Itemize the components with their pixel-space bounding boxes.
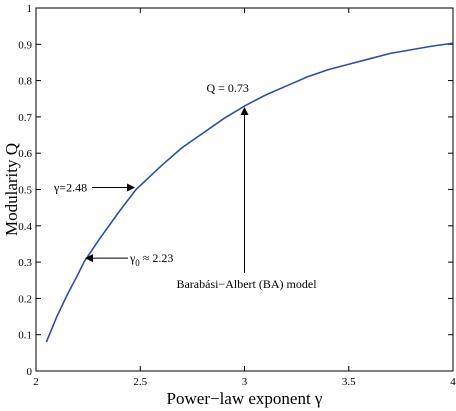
- y-tick-label: 1: [27, 3, 33, 15]
- series-line: [45, 42, 454, 343]
- annotation-gamma0-main: γ: [129, 251, 136, 265]
- x-tick-label: 3.5: [342, 376, 356, 388]
- x-tick-label: 4: [450, 376, 456, 388]
- y-tick-label: 0.7: [18, 112, 32, 124]
- y-tick-label: 0.2: [18, 293, 32, 305]
- y-tick-label: 0.3: [18, 257, 32, 269]
- x-tick-label: 2.5: [133, 376, 147, 388]
- annotation-gamma0: γ0 ≈ 2.23: [129, 251, 173, 268]
- y-tick-label: 0: [27, 366, 33, 378]
- y-tick-label: 0.5: [18, 185, 32, 197]
- y-tick-label: 0.1: [18, 330, 32, 342]
- x-axis-label: Power−law exponent γ: [167, 389, 323, 408]
- annotation-q073: Q = 0.73: [207, 81, 249, 95]
- x-tick-label: 2: [33, 376, 39, 388]
- x-tick-label: 3: [242, 376, 248, 388]
- y-axis-label: Modularity Q: [2, 143, 21, 236]
- axis-ticks: [35, 7, 454, 372]
- y-tick-label: 0.8: [18, 76, 32, 88]
- axis-tick-labels: 2 2.5 3 3.5 4 0 0.1 0.2 0.3 0.4 0.5 0.6 0.7 0.8 0.9 1: [18, 3, 456, 388]
- y-tick-label: 0.6: [18, 148, 32, 160]
- annotation-gamma248: γ=2.48: [53, 181, 87, 195]
- y-tick-label: 0.9: [18, 39, 32, 51]
- annotations: γ0 ≈ 2.23 γ=2.48 Q = 0.73 Barabási−Alber…: [53, 81, 317, 291]
- annotation-ba-model: Barabási−Albert (BA) model: [176, 277, 317, 291]
- annotation-gamma0-sub: 0: [135, 258, 140, 268]
- y-tick-label: 0.4: [18, 221, 32, 233]
- annotation-gamma0-rest: ≈ 2.23: [140, 251, 174, 265]
